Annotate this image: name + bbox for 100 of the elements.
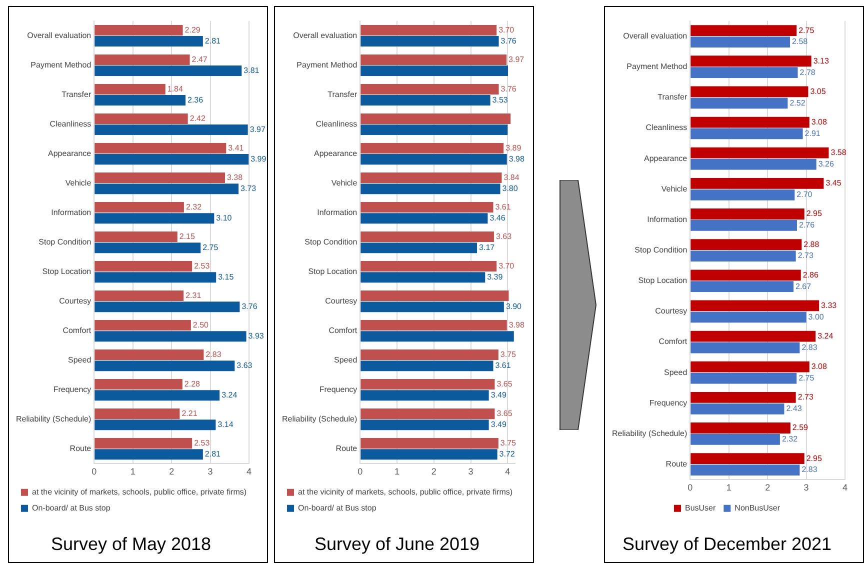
y-tick-label: Information — [51, 208, 92, 217]
data-label: 3.38 — [226, 172, 244, 182]
data-label: 2.81 — [204, 36, 222, 46]
bar — [94, 420, 216, 430]
bar — [690, 25, 797, 36]
data-label: 2.59 — [792, 423, 809, 432]
bar — [690, 300, 820, 312]
y-tick-label: Appearance — [314, 148, 358, 158]
data-label: 3.49 — [490, 420, 507, 430]
bar — [360, 142, 504, 154]
y-tick-label: Payment Method — [296, 60, 358, 70]
data-label: 3.72 — [499, 450, 516, 459]
bar — [360, 302, 504, 312]
y-tick-label: Information — [317, 208, 358, 217]
bar — [94, 350, 204, 360]
data-label: 3.24 — [222, 390, 238, 400]
legend-label: at the vicinity of markets, schools, public office, private firms) — [298, 488, 513, 497]
bar — [360, 320, 507, 331]
bar — [360, 438, 498, 449]
bar — [94, 360, 235, 372]
bar — [690, 361, 810, 372]
data-label: 2.47 — [192, 54, 208, 64]
bar — [690, 372, 797, 384]
y-tick-label: Route — [666, 460, 688, 469]
y-tick-label: Appearance — [48, 148, 92, 158]
bar — [94, 95, 186, 106]
bar — [690, 56, 812, 67]
data-label: 3.75 — [500, 350, 517, 359]
data-label: 2.75 — [798, 26, 815, 35]
data-label: 3.97 — [508, 54, 525, 64]
bar — [360, 232, 494, 242]
data-label: 3.33 — [821, 300, 838, 310]
bar — [360, 172, 502, 184]
data-label: 2.83 — [802, 465, 818, 474]
bar — [360, 272, 486, 283]
data-label: 2.78 — [800, 68, 816, 77]
y-tick-label: Comfort — [328, 326, 358, 336]
data-label: 3.08 — [811, 362, 828, 372]
y-tick-label: Vehicle — [65, 178, 92, 188]
bar — [94, 66, 242, 76]
bar — [94, 142, 226, 154]
y-tick-label: Comfort — [62, 326, 92, 336]
data-label: 2.32 — [186, 202, 202, 212]
y-tick-label: Comfort — [658, 337, 688, 346]
y-tick-label: Speed — [68, 356, 92, 365]
bar — [360, 202, 494, 213]
bar — [690, 147, 829, 158]
data-label: 3.41 — [228, 143, 244, 152]
bar — [94, 232, 178, 242]
x-tick-label: 4 — [505, 466, 510, 476]
bar — [690, 86, 808, 98]
data-label: 3.63 — [496, 232, 512, 241]
y-tick-label: Overall evaluation — [27, 30, 92, 40]
bar — [690, 128, 803, 140]
y-tick-label: Overall evaluation — [293, 30, 358, 40]
x-tick-label: 3 — [804, 482, 809, 492]
legend-label: NonBusUser — [734, 504, 780, 513]
data-label: 2.53 — [194, 261, 210, 270]
y-tick-label: Route — [336, 444, 358, 454]
data-label: 3.90 — [506, 302, 522, 312]
y-tick-label: Stop Location — [638, 276, 688, 286]
data-label: 3.46 — [490, 214, 506, 223]
data-label: 3.49 — [490, 390, 507, 400]
y-tick-label: Payment Method — [30, 60, 92, 70]
data-label: 2.95 — [806, 454, 822, 463]
data-label: 2.73 — [798, 251, 814, 260]
bar — [360, 24, 497, 36]
bar — [690, 434, 780, 445]
y-tick-label: Route — [70, 444, 92, 454]
data-label: 3.58 — [830, 148, 847, 158]
bar — [94, 154, 249, 165]
bar — [94, 331, 246, 342]
bar — [360, 124, 508, 136]
data-label: 2.67 — [796, 282, 812, 291]
bar — [360, 390, 489, 401]
data-label: 3.98 — [508, 320, 526, 330]
bar — [94, 202, 184, 213]
y-tick-label: Appearance — [644, 154, 688, 163]
text: Survey of December 2021 — [622, 534, 832, 554]
data-label: 3.08 — [811, 117, 828, 126]
y-tick-label: Frequency — [53, 385, 92, 394]
bar — [690, 36, 790, 48]
data-label: 2.21 — [182, 409, 198, 418]
bar — [94, 36, 203, 47]
bar — [690, 312, 806, 323]
y-tick-label: Reliability (Schedule) — [16, 414, 92, 424]
data-label: 2.83 — [206, 350, 222, 359]
x-tick-label: 3 — [468, 466, 474, 476]
x-tick-label: 0 — [358, 466, 363, 476]
data-label: 3.93 — [248, 332, 264, 341]
bar — [690, 116, 810, 128]
bar — [690, 464, 800, 476]
data-label: 3.05 — [810, 86, 826, 96]
bar — [360, 408, 495, 420]
data-label: 2.43 — [786, 404, 802, 414]
y-tick-label: Reliability (Schedule) — [282, 414, 358, 424]
y-tick-label: Stop Condition — [634, 246, 688, 255]
data-label: 3.14 — [218, 420, 234, 430]
bar — [360, 290, 509, 302]
y-tick-label: Stop Condition — [38, 238, 92, 247]
